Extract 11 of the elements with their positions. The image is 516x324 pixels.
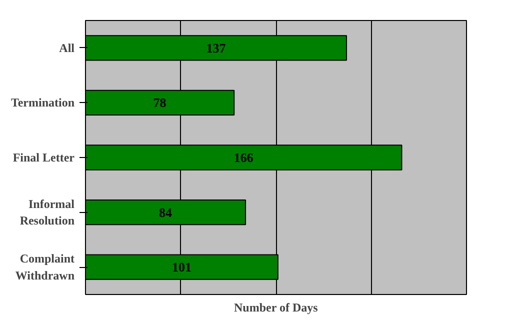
data-label: 101 [172,260,192,275]
y-tick-label: All [59,40,76,55]
data-label: 78 [153,95,167,110]
x-axis-title: Number of Days [234,300,318,314]
y-tick-label: Final Letter [12,150,76,164]
y-tick-label: Termination [10,96,75,110]
y-tick-label: Informal Resolution [20,196,76,228]
y-tick-label: Complaint Withdrawn [15,252,75,282]
data-label: 137 [206,40,226,56]
data-label: 166 [234,150,254,165]
data-label: 84 [159,204,173,220]
